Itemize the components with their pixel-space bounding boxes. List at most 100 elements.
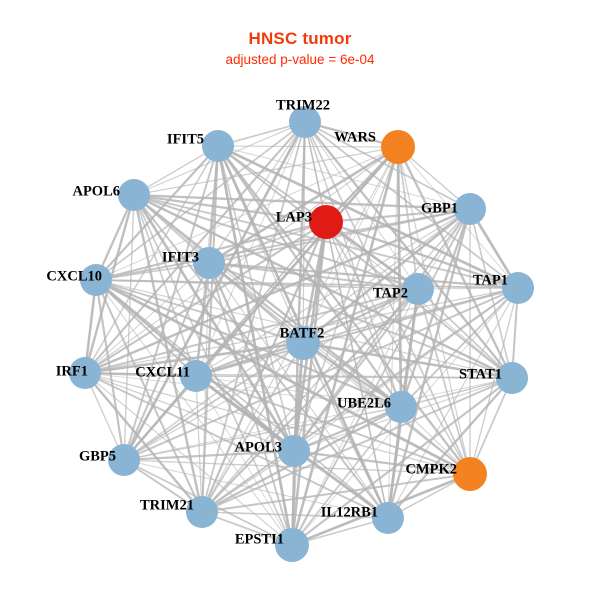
network-edge	[293, 208, 471, 452]
network-edge	[94, 278, 403, 409]
page-title: HNSC tumor	[248, 29, 352, 48]
network-edge	[200, 472, 472, 514]
network-node-ifit5[interactable]	[202, 130, 234, 162]
network-edge	[417, 287, 519, 290]
network-edge	[132, 193, 296, 453]
network-edge	[132, 193, 472, 211]
network-edge	[400, 377, 513, 408]
network-node-il12rb1[interactable]	[372, 502, 404, 534]
network-node-ifit3[interactable]	[193, 247, 225, 279]
network-edge	[291, 406, 402, 546]
network-node-label-ube2l6: UBE2L6	[337, 395, 391, 411]
network-edge	[133, 146, 399, 196]
network-node-label-irf1: IRF1	[56, 363, 88, 379]
network-edge	[133, 194, 197, 377]
network-edge	[201, 377, 513, 513]
network-node-label-cxcl10: CXCL10	[46, 268, 102, 284]
network-edge	[123, 377, 513, 461]
network-edge	[301, 341, 403, 409]
network-node-epsti1[interactable]	[275, 528, 309, 562]
network-edge	[217, 145, 513, 379]
network-edge	[195, 375, 513, 379]
network-edge	[200, 286, 520, 514]
network-edge	[123, 287, 519, 461]
network-edge	[84, 145, 219, 374]
network-edge	[132, 193, 403, 409]
network-node-label-gbp5: GBP5	[79, 448, 116, 464]
network-node-tap1[interactable]	[502, 272, 534, 304]
network-node-cxcl10[interactable]	[80, 264, 112, 296]
network-node-stat1[interactable]	[496, 362, 528, 394]
page-subtitle: adjusted p-value = 6e-04	[225, 52, 375, 67]
network-edge	[301, 207, 472, 345]
network-edge	[216, 144, 520, 290]
network-node-label-epsti1: EPSTI1	[235, 531, 284, 547]
network-edge	[207, 261, 520, 290]
network-edge	[133, 145, 219, 196]
network-node-ube2l6[interactable]	[385, 391, 417, 423]
network-node-irf1[interactable]	[69, 357, 101, 389]
network-edge	[302, 146, 399, 344]
network-edge	[123, 375, 197, 461]
network-edge	[292, 449, 472, 476]
network-edge	[84, 372, 295, 452]
network-node-label-trim21: TRIM21	[140, 497, 194, 513]
network-edge	[290, 220, 328, 547]
network-edge	[304, 121, 402, 408]
network-edge	[132, 193, 420, 291]
network-edge	[123, 459, 471, 475]
network-edge	[301, 287, 420, 345]
network-node-trim22[interactable]	[289, 106, 321, 138]
network-edge	[469, 287, 519, 475]
network-edge	[84, 288, 419, 374]
network-node-wars[interactable]	[381, 130, 415, 164]
network-edge	[122, 449, 296, 462]
network-edge	[201, 450, 295, 513]
network-node-batf2[interactable]	[286, 326, 320, 360]
network-node-label-cxcl11: CXCL11	[135, 364, 190, 380]
network-node-label-trim22: TRIM22	[276, 97, 330, 113]
network-node-cxcl11[interactable]	[180, 360, 212, 392]
network-edge	[208, 221, 327, 264]
network-node-apol6[interactable]	[118, 179, 150, 211]
network-edge	[195, 208, 471, 377]
network-node-gbp1[interactable]	[454, 193, 486, 225]
network-edge	[324, 220, 520, 290]
network-edge	[95, 262, 210, 281]
network-edge	[400, 287, 519, 408]
network-edge	[195, 375, 402, 408]
network-node-gbp5[interactable]	[108, 444, 140, 476]
network-edge	[324, 207, 472, 224]
network-edge	[95, 208, 471, 281]
network-edge	[195, 375, 293, 546]
network-node-apol3[interactable]	[278, 435, 310, 467]
network-edge	[292, 405, 403, 453]
network-node-label-cmpk2: CMPK2	[405, 461, 457, 477]
network-node-label-wars: WARS	[334, 129, 376, 145]
network-node-cmpk2[interactable]	[453, 457, 487, 491]
network-node-label-apol6: APOL6	[72, 183, 120, 199]
network-edge	[291, 288, 419, 546]
network-edge	[195, 375, 471, 475]
network-edge	[325, 221, 471, 475]
network-edge	[417, 288, 513, 379]
network-edge	[217, 145, 399, 148]
network-edge	[194, 286, 520, 378]
network-edge	[208, 262, 471, 475]
network-edge	[417, 288, 471, 475]
network-node-trim21[interactable]	[186, 496, 218, 528]
network-edge	[123, 406, 402, 461]
network-edge	[201, 511, 389, 519]
network-edge	[301, 341, 514, 380]
network-edge	[123, 288, 419, 461]
network-node-label-lap3: LAP3	[276, 209, 312, 225]
network-edge	[304, 121, 471, 475]
network-edge	[194, 341, 305, 378]
network-node-lap3[interactable]	[309, 205, 343, 239]
network-edge	[83, 341, 305, 375]
network-edge	[132, 193, 328, 224]
network-node-tap2[interactable]	[402, 273, 434, 305]
network-edge	[201, 208, 471, 513]
network-node-label-ifit3: IFIT3	[162, 249, 199, 265]
